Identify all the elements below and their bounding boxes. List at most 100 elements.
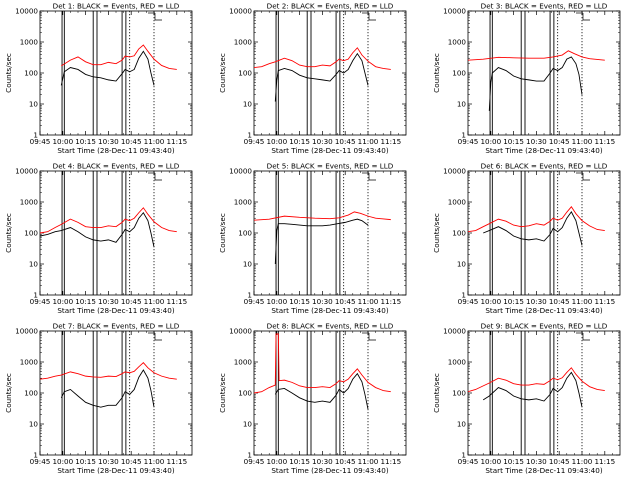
x-tick-label: 11:15 [166, 297, 187, 306]
x-tick-label: 10:30 [312, 297, 333, 306]
x-tick-label: 11:15 [380, 137, 401, 146]
y-tick-label: 10 [457, 100, 467, 109]
plot-frame [467, 10, 621, 136]
x-tick-label: 10:00 [480, 457, 501, 466]
y-tick-label: 1000 [448, 198, 467, 207]
x-tick-label: 09:45 [30, 457, 51, 466]
x-tick-label: 10:30 [312, 137, 333, 146]
y-tick-label: 10000 [443, 7, 466, 16]
x-tick-label: 11:15 [594, 137, 615, 146]
x-tick-label: 11:00 [144, 297, 165, 306]
x-tick-label: 10:30 [98, 297, 119, 306]
y-tick-label: 10000 [15, 167, 38, 176]
x-tick-label: 11:00 [358, 137, 379, 146]
x-tick-label: 10:30 [526, 297, 547, 306]
x-tick-label: 10:15 [75, 297, 96, 306]
bracket-mark [368, 173, 376, 181]
series-line-black-events [274, 218, 369, 265]
series-line-black-events [60, 369, 155, 408]
x-tick-label: 10:45 [121, 297, 142, 306]
y-tick-label: 10000 [443, 327, 466, 336]
x-tick-label: 10:45 [549, 457, 570, 466]
x-tick-label: 10:15 [503, 297, 524, 306]
x-tick-label: 10:00 [266, 137, 287, 146]
y-tick-label: 10 [243, 260, 253, 269]
x-tick-label: 10:00 [52, 137, 73, 146]
series-line-red-lld [39, 362, 177, 380]
y-axis-label: Counts/sec [218, 213, 227, 253]
series-line-black-events [60, 50, 155, 86]
chart-title: Det 6: BLACK = Events, RED = LLD [481, 162, 608, 171]
y-tick-label: 1 [461, 451, 466, 460]
plot-frame [253, 330, 407, 456]
x-tick-label: 11:00 [572, 137, 593, 146]
y-tick-label: 10000 [229, 167, 252, 176]
x-tick-label: 10:15 [289, 457, 310, 466]
x-axis-label: Start Time (28-Dec-11 09:43:40) [271, 306, 388, 315]
y-tick-label: 1 [247, 131, 252, 140]
x-tick-label: 11:00 [144, 457, 165, 466]
series-line-red-lld [253, 47, 391, 70]
x-tick-label: 10:00 [52, 297, 73, 306]
x-tick-label: 09:45 [244, 297, 265, 306]
chart-title: Det 2: BLACK = Events, RED = LLD [267, 2, 394, 11]
series-line-black-events [274, 52, 369, 102]
y-axis-label: Counts/sec [4, 213, 13, 253]
chart-title: Det 5: BLACK = Events, RED = LLD [267, 162, 394, 171]
y-axis-label: Counts/sec [4, 373, 13, 413]
series-line-red-lld [253, 333, 391, 394]
chart-det-4: Det 4: BLACK = Events, RED = LLD 1 10 100 10… [4, 162, 193, 315]
y-axis-label: Counts/sec [4, 53, 13, 93]
y-tick-label: 100 [24, 69, 38, 78]
plot-frame [467, 330, 621, 456]
chart-det-9: Det 9: BLACK = Events, RED = LLD 1 10 100 10… [432, 322, 621, 475]
y-axis-label: Counts/sec [218, 53, 227, 93]
series-line-black-events [482, 371, 583, 408]
y-tick-label: 100 [238, 229, 252, 238]
x-tick-label: 11:15 [594, 297, 615, 306]
series-line-black-events [39, 211, 155, 248]
y-axis-label: Counts/sec [432, 213, 441, 253]
x-tick-label: 10:30 [312, 457, 333, 466]
y-tick-label: 1000 [234, 198, 253, 207]
y-tick-label: 1 [33, 291, 38, 300]
y-tick-label: 1000 [20, 38, 39, 47]
y-tick-label: 1000 [20, 198, 39, 207]
y-tick-label: 100 [24, 229, 38, 238]
x-tick-label: 10:45 [335, 297, 356, 306]
y-tick-label: 1000 [448, 358, 467, 367]
y-tick-label: 1000 [234, 358, 253, 367]
x-tick-label: 10:15 [503, 457, 524, 466]
x-tick-label: 11:00 [572, 457, 593, 466]
chart-det-8: Det 8: BLACK = Events, RED = LLD 1 10 100 10… [218, 322, 407, 475]
y-tick-label: 1 [461, 131, 466, 140]
y-tick-label: 1 [461, 291, 466, 300]
y-tick-label: 1000 [234, 38, 253, 47]
x-axis-label: Start Time (28-Dec-11 09:43:40) [485, 306, 602, 315]
x-tick-label: 10:15 [289, 137, 310, 146]
x-axis-label: Start Time (28-Dec-11 09:43:40) [271, 146, 388, 155]
y-tick-label: 10 [29, 100, 39, 109]
y-tick-label: 10000 [229, 327, 252, 336]
x-tick-label: 10:00 [266, 457, 287, 466]
x-axis-label: Start Time (28-Dec-11 09:43:40) [271, 466, 388, 475]
chart-title: Det 3: BLACK = Events, RED = LLD [481, 2, 608, 11]
series-line-red-lld [467, 206, 605, 233]
bracket-mark [154, 13, 162, 21]
series-line-red-lld [39, 207, 177, 234]
y-tick-label: 10 [29, 260, 39, 269]
x-tick-label: 10:45 [121, 137, 142, 146]
y-tick-label: 100 [24, 389, 38, 398]
y-tick-label: 100 [238, 389, 252, 398]
x-tick-label: 11:15 [380, 297, 401, 306]
y-tick-label: 10 [243, 100, 253, 109]
chart-det-6: Det 6: BLACK = Events, RED = LLD 1 10 100 10… [432, 162, 621, 315]
x-tick-label: 11:15 [380, 457, 401, 466]
chart-det-3: Det 3: BLACK = Events, RED = LLD 1 10 100 10… [432, 2, 621, 155]
x-tick-label: 11:15 [594, 457, 615, 466]
bracket-mark [582, 13, 590, 21]
x-tick-label: 09:45 [458, 297, 479, 306]
x-tick-label: 11:15 [166, 457, 187, 466]
x-tick-label: 10:30 [526, 137, 547, 146]
